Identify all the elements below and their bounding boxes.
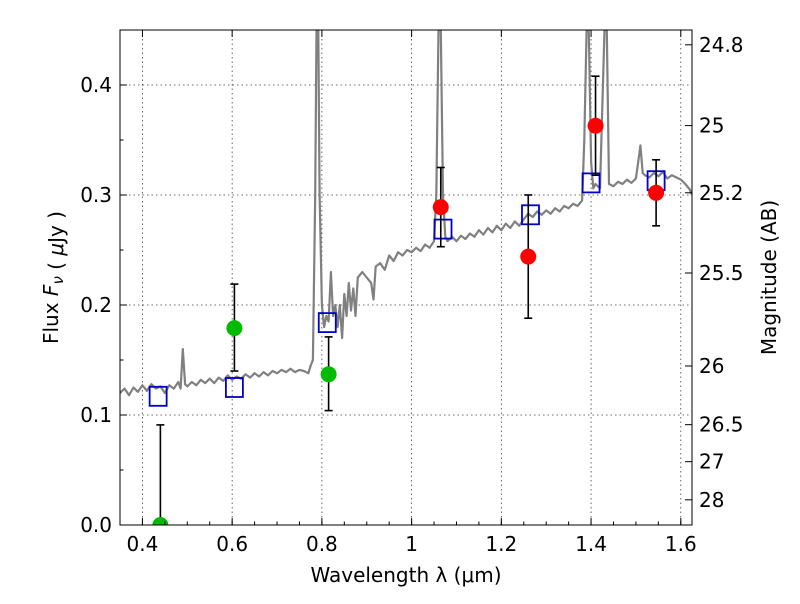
x-tick-label: 0.4 bbox=[127, 532, 159, 556]
x-tick-label: 1.6 bbox=[665, 532, 697, 556]
model-point bbox=[581, 172, 601, 194]
y-axis-label-part: μ bbox=[44, 243, 68, 257]
model-point bbox=[521, 204, 540, 226]
mag-tick-label: 25.2 bbox=[699, 181, 744, 205]
observed-optical-point bbox=[226, 320, 243, 337]
x-tick-label: 0.6 bbox=[216, 532, 248, 556]
model-point bbox=[317, 312, 337, 334]
model-point bbox=[433, 218, 453, 240]
observed-optical-point bbox=[320, 366, 337, 383]
y-tick-label: 0.3 bbox=[80, 183, 112, 207]
grid-lines bbox=[120, 30, 692, 526]
y-tick-label: 0.0 bbox=[80, 513, 112, 537]
mag-tick-label: 28 bbox=[699, 488, 724, 512]
x-axis-label: Wavelength λ (μm) bbox=[310, 563, 501, 587]
plot-frame bbox=[119, 29, 693, 526]
y-axis-label-part: Flux bbox=[39, 296, 63, 344]
axes: 0.4 0.6 0.8 1 1.2 1.4 1.6 0.0 0.1 0.2 0.3 0.4 24.8 25… bbox=[80, 29, 744, 556]
y-axis-label-part: ( bbox=[44, 256, 68, 277]
model-point bbox=[148, 385, 168, 407]
y-axis-label-part: Jy ) bbox=[44, 211, 68, 245]
spectrum-line bbox=[120, 30, 692, 397]
mag-tick-label: 25.5 bbox=[699, 261, 744, 285]
mag-tick-label: 25 bbox=[699, 114, 724, 138]
mag-tick-label: 26 bbox=[699, 354, 724, 378]
y-axis-label-part: ν bbox=[49, 276, 67, 284]
observed-nir-point bbox=[432, 199, 449, 216]
y-tick-label: 0.2 bbox=[80, 293, 112, 317]
observed-nir-point bbox=[520, 248, 537, 265]
right-axis-label: Magnitude (AB) bbox=[757, 200, 781, 355]
mag-tick-label: 27 bbox=[699, 450, 724, 474]
y-axis-label-part: F bbox=[39, 284, 63, 296]
observed-nir-point bbox=[648, 184, 665, 201]
model-point bbox=[224, 377, 244, 398]
mag-tick-label: 26.5 bbox=[699, 413, 744, 437]
x-tick-label: 1.2 bbox=[485, 532, 517, 556]
x-tick-label: 1 bbox=[405, 532, 418, 556]
x-tick-label: 0.8 bbox=[306, 532, 338, 556]
plot-area bbox=[120, 30, 692, 525]
y-tick-label: 0.1 bbox=[80, 403, 112, 427]
observed-nir-point bbox=[587, 117, 604, 134]
y-axis-label: Flux Fν ( μJy ) bbox=[39, 211, 68, 344]
mag-tick-label: 24.8 bbox=[699, 33, 744, 57]
y-tick-label: 0.4 bbox=[80, 73, 112, 97]
x-tick-label: 1.4 bbox=[575, 532, 607, 556]
